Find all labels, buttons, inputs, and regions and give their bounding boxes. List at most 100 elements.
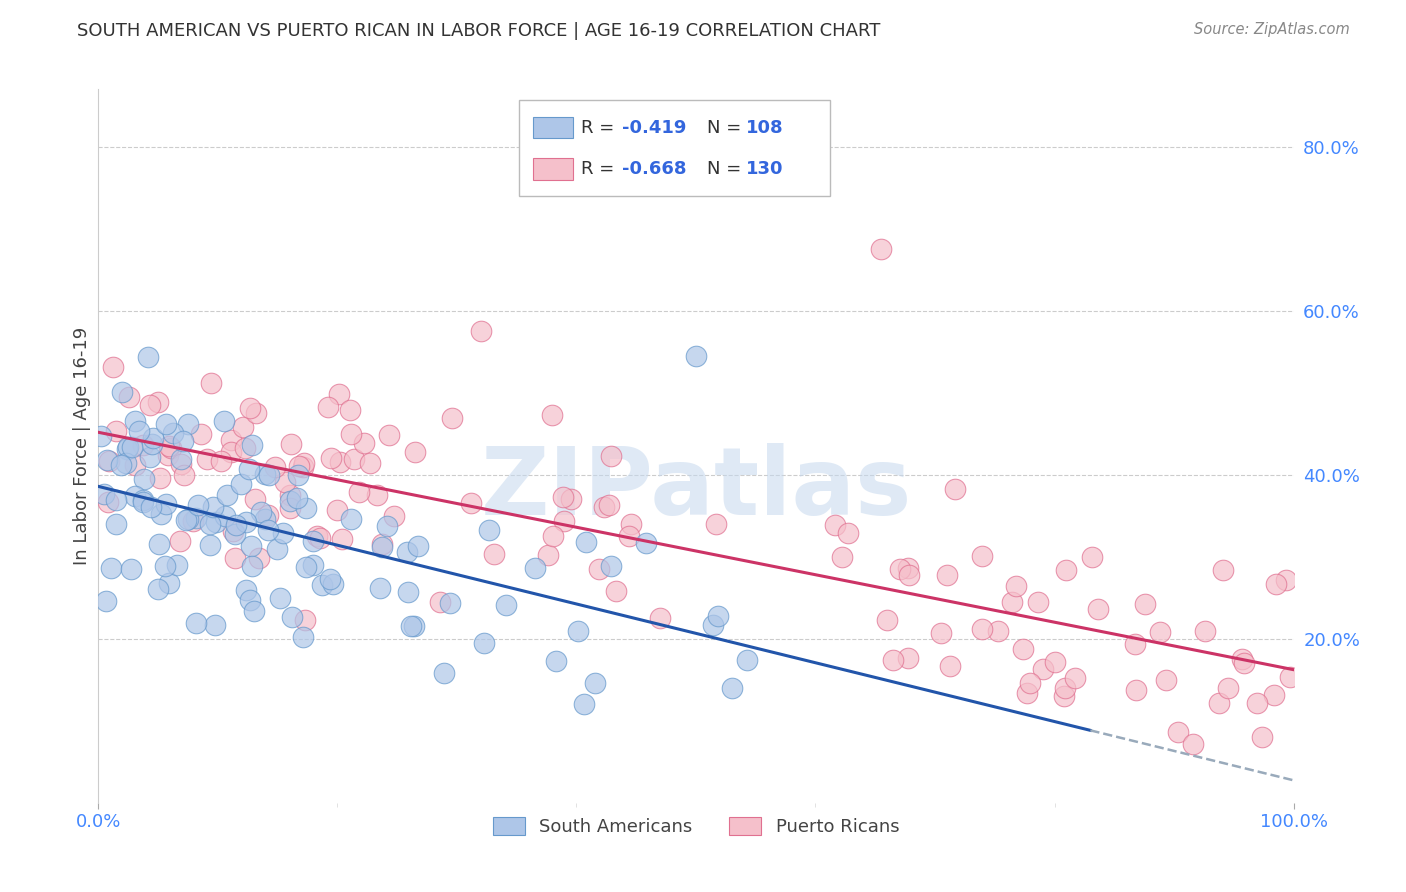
Point (214, 414, 236, 428)
Point (1265, 577, 1288, 591)
Point (162, 425, 184, 440)
Point (440, 411, 463, 425)
Text: N =: N = (707, 119, 747, 136)
Point (186, 616, 208, 631)
Point (560, 491, 582, 506)
Point (1012, 641, 1035, 656)
Point (460, 496, 482, 510)
Point (148, 395, 170, 409)
Point (330, 532, 353, 546)
Legend: South Americans, Puerto Ricans: South Americans, Puerto Ricans (484, 808, 908, 845)
Point (124, 414, 146, 428)
Point (294, 613, 316, 627)
Point (215, 488, 238, 502)
Point (302, 533, 325, 548)
Point (97, 495, 120, 509)
Point (156, 448, 179, 462)
Point (111, 385, 134, 400)
Point (235, 516, 257, 530)
Point (353, 435, 375, 450)
Point (1230, 652, 1253, 666)
Point (598, 498, 620, 512)
Point (685, 349, 707, 363)
Point (148, 537, 170, 551)
Point (124, 458, 146, 472)
Point (1125, 637, 1147, 651)
Point (274, 475, 297, 489)
Point (404, 445, 426, 459)
Point (115, 457, 138, 471)
Point (371, 537, 394, 551)
Bar (533, 159, 572, 180)
Text: N =: N = (707, 161, 747, 178)
Point (169, 534, 191, 549)
Point (1026, 595, 1049, 609)
Point (737, 653, 759, 667)
Point (1125, 682, 1147, 697)
Point (273, 526, 295, 541)
Point (339, 426, 361, 441)
Point (96, 453, 118, 467)
Point (482, 547, 505, 561)
Point (121, 440, 143, 454)
Point (148, 582, 170, 596)
Point (250, 505, 273, 519)
Point (1064, 671, 1087, 685)
Point (157, 439, 180, 453)
Point (105, 425, 128, 439)
Point (1001, 595, 1024, 609)
Point (138, 350, 160, 364)
Point (240, 558, 263, 573)
Point (170, 458, 193, 472)
Point (495, 599, 517, 613)
Point (600, 559, 623, 574)
Point (1133, 597, 1156, 611)
Point (970, 622, 993, 636)
Point (399, 618, 422, 632)
Point (382, 508, 405, 523)
Point (222, 524, 245, 538)
Point (139, 450, 162, 465)
Point (319, 572, 342, 586)
Point (898, 568, 921, 582)
Point (634, 536, 657, 550)
Point (1167, 725, 1189, 739)
Point (375, 519, 398, 533)
Point (117, 440, 139, 454)
Point (1053, 690, 1076, 704)
Point (704, 517, 727, 532)
Point (620, 517, 643, 532)
Point (238, 462, 260, 476)
Point (472, 636, 495, 650)
Point (104, 517, 127, 532)
Point (553, 514, 575, 528)
Point (292, 456, 315, 470)
Point (287, 467, 309, 482)
Point (160, 441, 183, 455)
Point (132, 495, 155, 509)
Point (124, 489, 146, 503)
Point (254, 467, 277, 482)
Point (395, 545, 418, 559)
Point (339, 403, 361, 417)
Point (219, 433, 242, 447)
Point (592, 500, 614, 514)
Text: ZIPatlas: ZIPatlas (481, 442, 911, 535)
Point (619, 529, 641, 543)
Point (429, 595, 451, 609)
Point (876, 614, 898, 628)
Point (1233, 656, 1256, 670)
Point (1263, 688, 1285, 702)
Point (342, 452, 364, 467)
Point (326, 503, 349, 517)
FancyBboxPatch shape (519, 100, 830, 196)
Point (202, 500, 225, 514)
Point (897, 561, 920, 575)
Point (118, 390, 141, 404)
Point (536, 548, 558, 562)
Text: R =: R = (581, 161, 620, 178)
Point (266, 541, 288, 556)
Point (328, 387, 350, 401)
Point (1054, 563, 1077, 577)
Point (600, 449, 623, 463)
